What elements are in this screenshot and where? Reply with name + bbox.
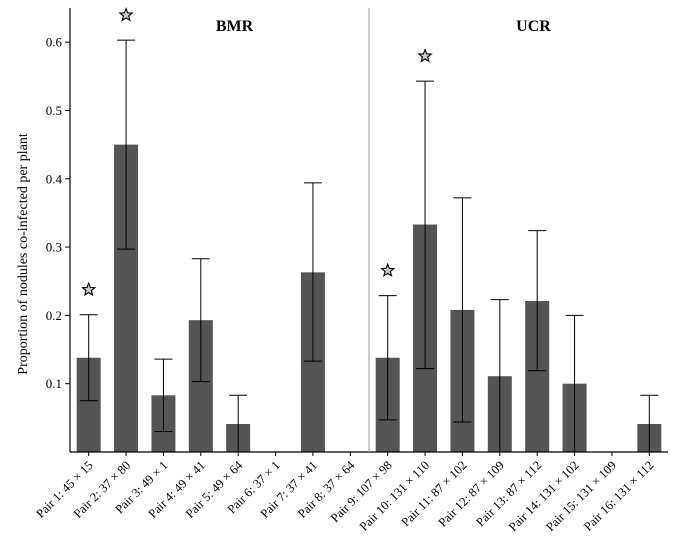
x-tick-label: Pair 13: 87 × 112 <box>473 458 544 529</box>
y-tick-label: 0.4 <box>46 171 63 186</box>
x-tick-label: Pair 11: 87 × 102 <box>399 458 470 529</box>
bars-layer <box>76 144 662 452</box>
y-tick-label: 0.2 <box>46 308 62 323</box>
significance-star <box>118 7 134 22</box>
group-label: BMR <box>216 18 254 35</box>
significance-star <box>417 48 433 63</box>
y-tick-label: 0.6 <box>46 35 63 50</box>
axes-layer <box>65 8 668 456</box>
stars-layer <box>81 7 433 297</box>
group-label: UCR <box>516 18 551 35</box>
x-tick-label: Pair 16: 131 × 112 <box>581 458 656 533</box>
significance-star <box>380 262 396 278</box>
y-tick-label: 0.5 <box>46 103 62 118</box>
y-tick-label: 0.1 <box>46 376 62 391</box>
y-axis-title: Proportion of nodules co-infected per pl… <box>16 133 31 375</box>
y-tick-label: 0.3 <box>46 240 62 255</box>
significance-star <box>81 281 97 297</box>
x-tick-label: Pair 12: 87 × 109 <box>436 458 507 529</box>
errorbars-layer <box>79 39 659 452</box>
